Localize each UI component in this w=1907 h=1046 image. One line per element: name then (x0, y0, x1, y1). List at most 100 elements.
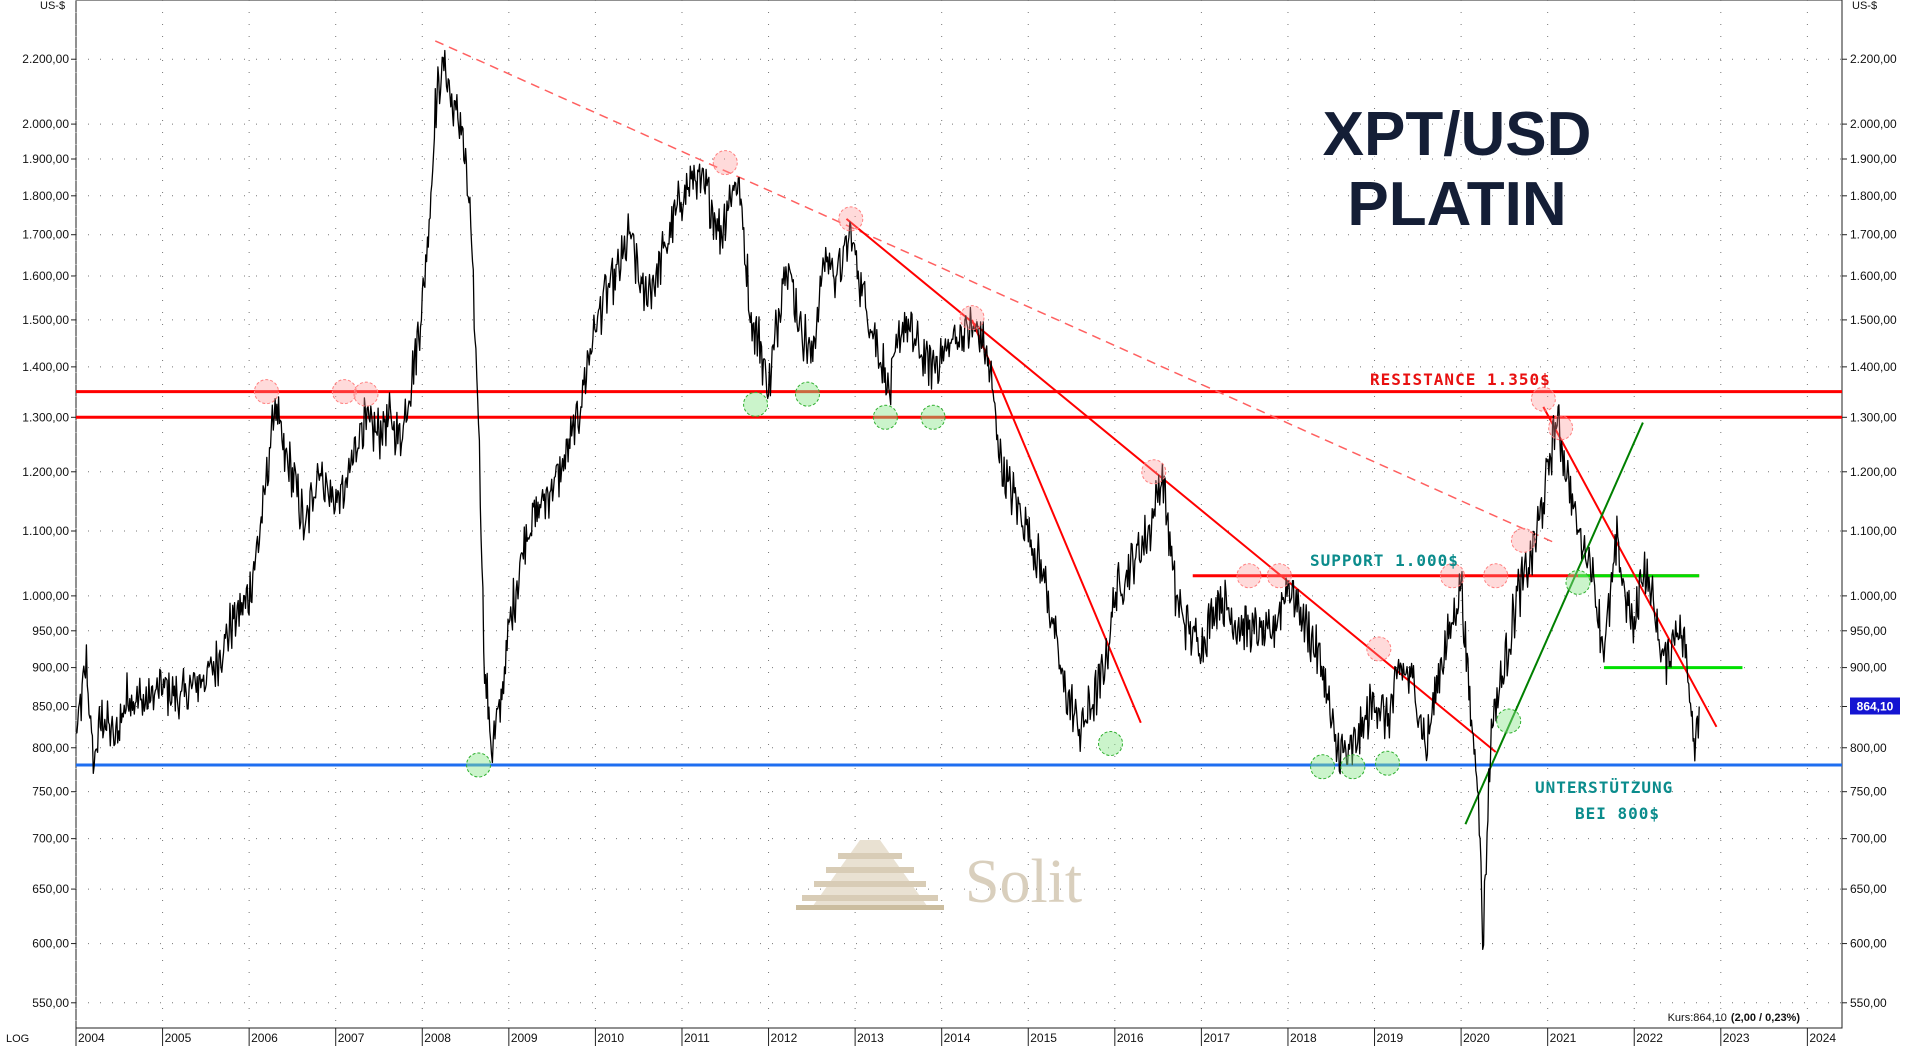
y-tick-label-left: 1.100,00 (22, 524, 69, 538)
x-tick-label: 2023 (1723, 1031, 1750, 1045)
y-tick-label-left: 1.200,00 (22, 465, 69, 479)
resistance-label: RESISTANCE 1.350$ (1370, 370, 1551, 389)
x-tick-label: 2019 (1377, 1031, 1404, 1045)
y-tick-label-right: 2.200,00 (1850, 52, 1897, 66)
y-tick-label-left: 2.200,00 (22, 52, 69, 66)
y-tick-label-left: 1.800,00 (22, 189, 69, 203)
trend-line (845, 218, 1497, 753)
x-tick-label: 2021 (1550, 1031, 1577, 1045)
support-touch-marker (1375, 750, 1401, 776)
resistance-touch-marker (838, 206, 864, 232)
y-tick-label-left: 750,00 (32, 785, 69, 799)
y-tick-label-right: 900,00 (1850, 661, 1887, 675)
resistance-touch-marker (1483, 563, 1509, 589)
unterstuetzung-price-label: BEI 800$ (1575, 804, 1660, 823)
last-price-value: 864,10 (1857, 700, 1894, 714)
y-tick-label-right: 550,00 (1850, 996, 1887, 1010)
trend-line (1542, 406, 1718, 728)
x-tick-label: 2015 (1030, 1031, 1057, 1045)
resistance-touch-marker (1366, 636, 1392, 662)
y-tick-label-left: 550,00 (32, 996, 69, 1010)
chart-title: XPT/USD (1323, 100, 1592, 169)
support-touch-marker (1565, 569, 1591, 595)
x-tick-label: 2012 (771, 1031, 798, 1045)
pyramid-logo-icon (796, 840, 944, 910)
price-line (75, 49, 1700, 951)
log-scale-label: LOG (6, 1033, 29, 1045)
y-tick-label-left: 700,00 (32, 832, 69, 846)
chart-subtitle: PLATIN (1347, 170, 1566, 239)
resistance-touch-marker (959, 305, 985, 331)
y-tick-label-left: 1.700,00 (22, 228, 69, 242)
y-tick-label-left: 1.300,00 (22, 410, 69, 424)
y-tick-label-left: 1.000,00 (22, 589, 69, 603)
y-tick-label-right: 1.700,00 (1850, 228, 1897, 242)
resistance-touch-marker (1266, 563, 1292, 589)
price-series (75, 49, 1700, 951)
y-tick-label-right: 950,00 (1850, 624, 1887, 638)
resistance-touch-marker (1141, 459, 1167, 485)
y-tick-label-right: 600,00 (1850, 937, 1887, 951)
y-tick-label-right: 800,00 (1850, 741, 1887, 755)
resistance-touch-marker (1548, 415, 1574, 441)
trend-line (434, 40, 1557, 545)
x-tick-label: 2006 (251, 1031, 278, 1045)
x-tick-label: 2020 (1463, 1031, 1490, 1045)
y-tick-label-left: 1.500,00 (22, 313, 69, 327)
footer-quote: Kurs:864,10 (2,00 / 0,23%) (1668, 1012, 1801, 1024)
resistance-touch-marker (712, 150, 738, 176)
y-tick-label-left: 800,00 (32, 741, 69, 755)
touch-markers (253, 150, 1591, 780)
support-touch-marker (1496, 708, 1522, 734)
y-tick-label-right: 1.400,00 (1850, 360, 1897, 374)
support-label: SUPPORT 1.000$ (1310, 551, 1459, 570)
resistance-touch-marker (253, 379, 279, 405)
y-tick-label-left: 600,00 (32, 937, 69, 951)
resistance-touch-marker (331, 379, 357, 405)
x-tick-label: 2014 (944, 1031, 971, 1045)
trend-line (971, 319, 1142, 724)
x-tick-label: 2017 (1203, 1031, 1230, 1045)
support-touch-marker (743, 391, 769, 417)
x-tick-label: 2008 (424, 1031, 451, 1045)
x-tick-label: 2013 (857, 1031, 884, 1045)
x-tick-label: 2011 (684, 1031, 710, 1045)
y-tick-label-left: 1.400,00 (22, 360, 69, 374)
resistance-touch-marker (1510, 527, 1536, 553)
x-tick-label: 2010 (597, 1031, 624, 1045)
y-axis-unit-right: US-$ (1852, 0, 1877, 12)
y-tick-label-left: 650,00 (32, 882, 69, 896)
y-tick-label-left: 2.000,00 (22, 117, 69, 131)
y-tick-label-left: 1.900,00 (22, 152, 69, 166)
y-tick-label-right: 2.000,00 (1850, 117, 1897, 131)
axes: 550,00 550,00 600,00 600,00 650,00 650,00 700,… (22, 52, 1897, 1046)
x-tick-label: 2004 (78, 1031, 105, 1045)
support-touch-marker (466, 752, 492, 778)
x-tick-label: 2024 (1809, 1031, 1836, 1045)
x-tick-label: 2009 (511, 1031, 538, 1045)
support-touch-marker (795, 381, 821, 407)
y-tick-label-right: 1.100,00 (1850, 524, 1897, 538)
unterstuetzung-label: UNTERSTÜTZUNG (1535, 778, 1673, 797)
x-tick-label: 2007 (338, 1031, 365, 1045)
y-tick-label-right: 1.000,00 (1850, 589, 1897, 603)
trend-line (1464, 422, 1644, 825)
solit-watermark: Solit (796, 840, 1082, 916)
y-tick-label-right: 1.500,00 (1850, 313, 1897, 327)
y-tick-label-right: 1.300,00 (1850, 410, 1897, 424)
y-tick-label-right: 750,00 (1850, 785, 1887, 799)
support-touch-marker (920, 404, 946, 430)
support-touch-marker (1310, 754, 1336, 780)
watermark-text: Solit (965, 848, 1082, 916)
x-tick-label: 2016 (1117, 1031, 1144, 1045)
resistance-touch-marker (353, 381, 379, 407)
support-touch-marker (1340, 754, 1366, 780)
y-tick-label-right: 1.200,00 (1850, 465, 1897, 479)
resistance-touch-marker (1439, 563, 1465, 589)
footer-change: (2,00 / 0,23%) (1731, 1012, 1800, 1024)
y-tick-label-right: 1.900,00 (1850, 152, 1897, 166)
y-tick-label-right: 700,00 (1850, 832, 1887, 846)
footer-price: Kurs:864,10 (1668, 1012, 1727, 1024)
y-tick-label-right: 1.600,00 (1850, 269, 1897, 283)
